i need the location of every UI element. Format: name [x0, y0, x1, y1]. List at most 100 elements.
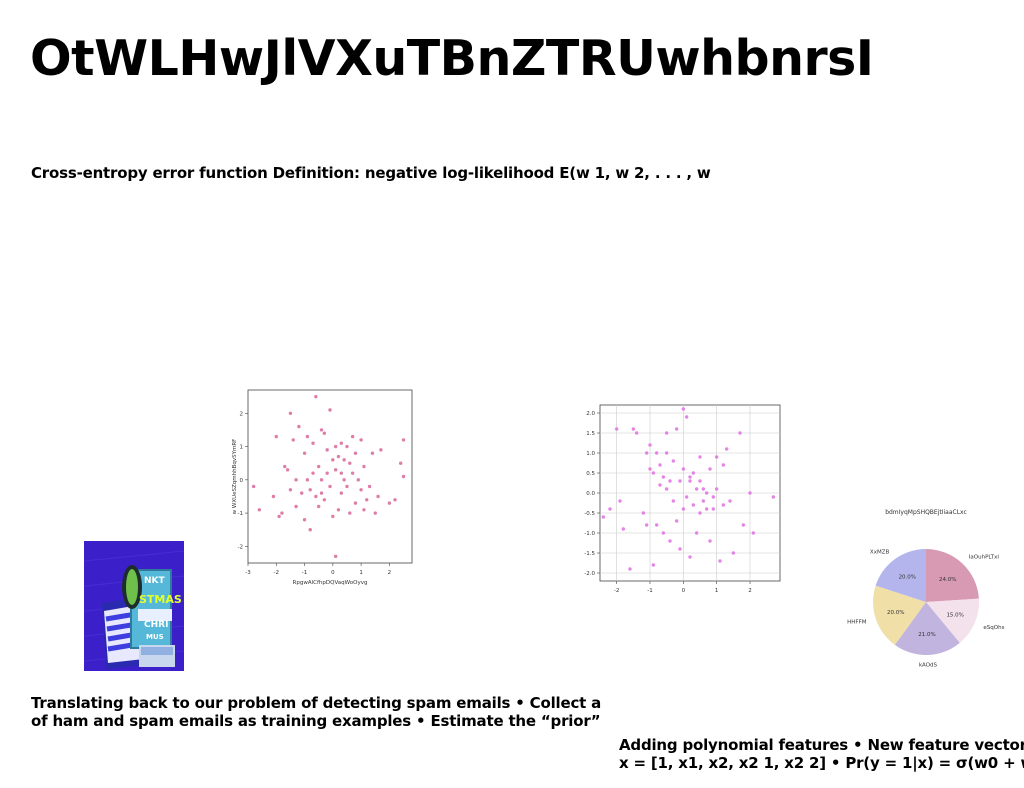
scatter1-point	[348, 461, 352, 465]
scatter1-point	[331, 458, 335, 462]
scatter1-point	[271, 494, 276, 499]
scatter1-point	[297, 424, 301, 429]
scatter2-point	[674, 519, 679, 523]
slide-subtitle: Cross-entropy error function Definition:…	[31, 164, 711, 182]
scatter2-y-tick-label: 1.5	[586, 431, 595, 437]
scatter1-point	[398, 461, 403, 465]
scatter2-point	[681, 407, 686, 411]
scatter2-point	[681, 507, 686, 511]
scatter1-point	[401, 438, 406, 442]
scatter1-x-tick-label: -3	[245, 570, 251, 576]
pie-slice-3	[873, 585, 926, 645]
pie-percent-label: 20.0%	[887, 610, 904, 616]
scatter1-point	[283, 464, 287, 469]
scatter2-point	[628, 567, 632, 571]
pie-slice-label: IaOuhPLTxl	[969, 554, 1000, 560]
pie-slice-label: XxMZB	[870, 549, 890, 555]
scatter2-point	[678, 479, 682, 483]
pie-slice-0	[926, 549, 979, 602]
scatter2-point	[741, 523, 746, 527]
scatter2-point	[644, 523, 649, 527]
scatter1-x-tick-label: 1	[359, 570, 363, 576]
pie-slice-1	[926, 598, 979, 643]
scatter1-y-tick-label: -2	[238, 544, 243, 550]
scatter1-point	[345, 444, 349, 449]
scatter2-y-tick-label: -0.5	[584, 511, 595, 517]
scatter1-point	[365, 498, 369, 502]
scatter2-point	[654, 523, 659, 527]
scatter1-point	[328, 408, 332, 412]
scatter2-point	[658, 483, 662, 487]
pie-chart: bdmIyqMpSHQBEjtIiaaCLxc 24.0% IaOuhPLTxl 15…	[847, 509, 1004, 669]
polynomial-line-1: Adding polynomial features • New feature…	[619, 736, 1024, 754]
scatter2-point	[608, 507, 612, 511]
spam-line-1: Translating back to our problem of detec…	[31, 694, 601, 712]
scatter2-x-tick-label: -1	[647, 588, 652, 594]
scatter1-point	[302, 518, 307, 522]
scatter1-point	[342, 478, 346, 482]
scatter1-x-tick-label: -1	[302, 570, 307, 576]
scatter2-point	[694, 487, 699, 491]
scatter2-point	[691, 503, 696, 507]
scatter1-point	[333, 554, 338, 559]
polynomial-features-paragraph: Adding polynomial features • New feature…	[619, 736, 1024, 772]
scatter1-point	[308, 488, 312, 492]
scatter1-point	[322, 498, 327, 502]
scatter1-point	[367, 484, 372, 489]
pie-slice-label: kAOdS	[919, 663, 938, 669]
scatter1-y-tick-label: -1	[238, 511, 243, 517]
scatter1-point	[333, 468, 338, 472]
pie-percent-label: 20.0%	[899, 574, 916, 580]
scatter1-point	[316, 504, 321, 509]
christmas-product-photo: NKT STMAS CHRI MUS	[84, 541, 184, 671]
scatter1-point	[325, 471, 329, 475]
scatter1-point	[353, 451, 358, 455]
scatter2-point	[714, 455, 719, 459]
scatter1-point	[314, 494, 318, 499]
scatter1-point	[311, 441, 315, 445]
scatter1-point	[370, 451, 375, 455]
scatter2-point	[631, 427, 636, 431]
pie-title: bdmIyqMpSHQBEjtIiaaCLxc	[885, 509, 967, 516]
scatter1-x-tick-label: 0	[331, 570, 335, 576]
scatter2-y-tick-label: 0.5	[586, 471, 595, 477]
scatter2-point	[634, 431, 639, 435]
scatter1-point	[288, 411, 293, 415]
photo-text-3: CHRI	[144, 620, 168, 630]
photo-text-1: NKT	[144, 576, 166, 586]
scatter2-point	[704, 491, 709, 495]
scatter1-point	[314, 394, 318, 399]
scatter1-point	[280, 511, 284, 515]
scatter2-point	[658, 463, 662, 467]
scatter1-point	[342, 458, 346, 462]
scatter2-point	[771, 495, 776, 499]
scatter2-point	[751, 531, 756, 535]
scatter1-point	[311, 471, 315, 475]
scatter1-point	[387, 501, 392, 505]
scatter2-point	[668, 479, 672, 483]
scatter2-point	[618, 499, 622, 503]
scatter-chart-2: -2 -1 0 1 2 -2.0 -1.5 -1.0 -0.5 0.0 0.5 1.0 1.5 2.0	[584, 404, 781, 594]
scatter1-point	[325, 448, 329, 452]
slide-title: OtWLHwJlVXuTBnZTRUwhbnrsI	[30, 30, 874, 87]
scatter1-point	[305, 478, 310, 482]
scatter2-y-tick-label: 0.0	[586, 491, 595, 497]
scatter1-point	[288, 488, 293, 492]
scatter1-x-tick-label: 2	[388, 570, 392, 576]
scatter1-point	[328, 484, 332, 489]
spam-detection-paragraph: Translating back to our problem of detec…	[31, 694, 601, 730]
scatter2-y-tick-label: -1.5	[584, 551, 595, 557]
polynomial-line-2: x = [1, x1, x2, x2 1, x2 2] • Pr(y = 1|x…	[619, 754, 1024, 772]
scatter2-point	[694, 531, 699, 535]
scatter2-point	[648, 467, 652, 471]
scatter1-plot-area	[247, 389, 413, 564]
scatter1-point	[376, 494, 380, 499]
scatter2-point	[654, 451, 659, 455]
spam-line-2: of ham and spam emails as training examp…	[31, 712, 601, 730]
scatter2-x-tick-label: 2	[748, 588, 752, 594]
scatter1-point	[322, 431, 327, 435]
scatter2-point	[691, 471, 696, 475]
scatter2-point	[681, 467, 686, 471]
scatter2-point	[688, 555, 692, 559]
scatter2-point	[651, 563, 656, 567]
